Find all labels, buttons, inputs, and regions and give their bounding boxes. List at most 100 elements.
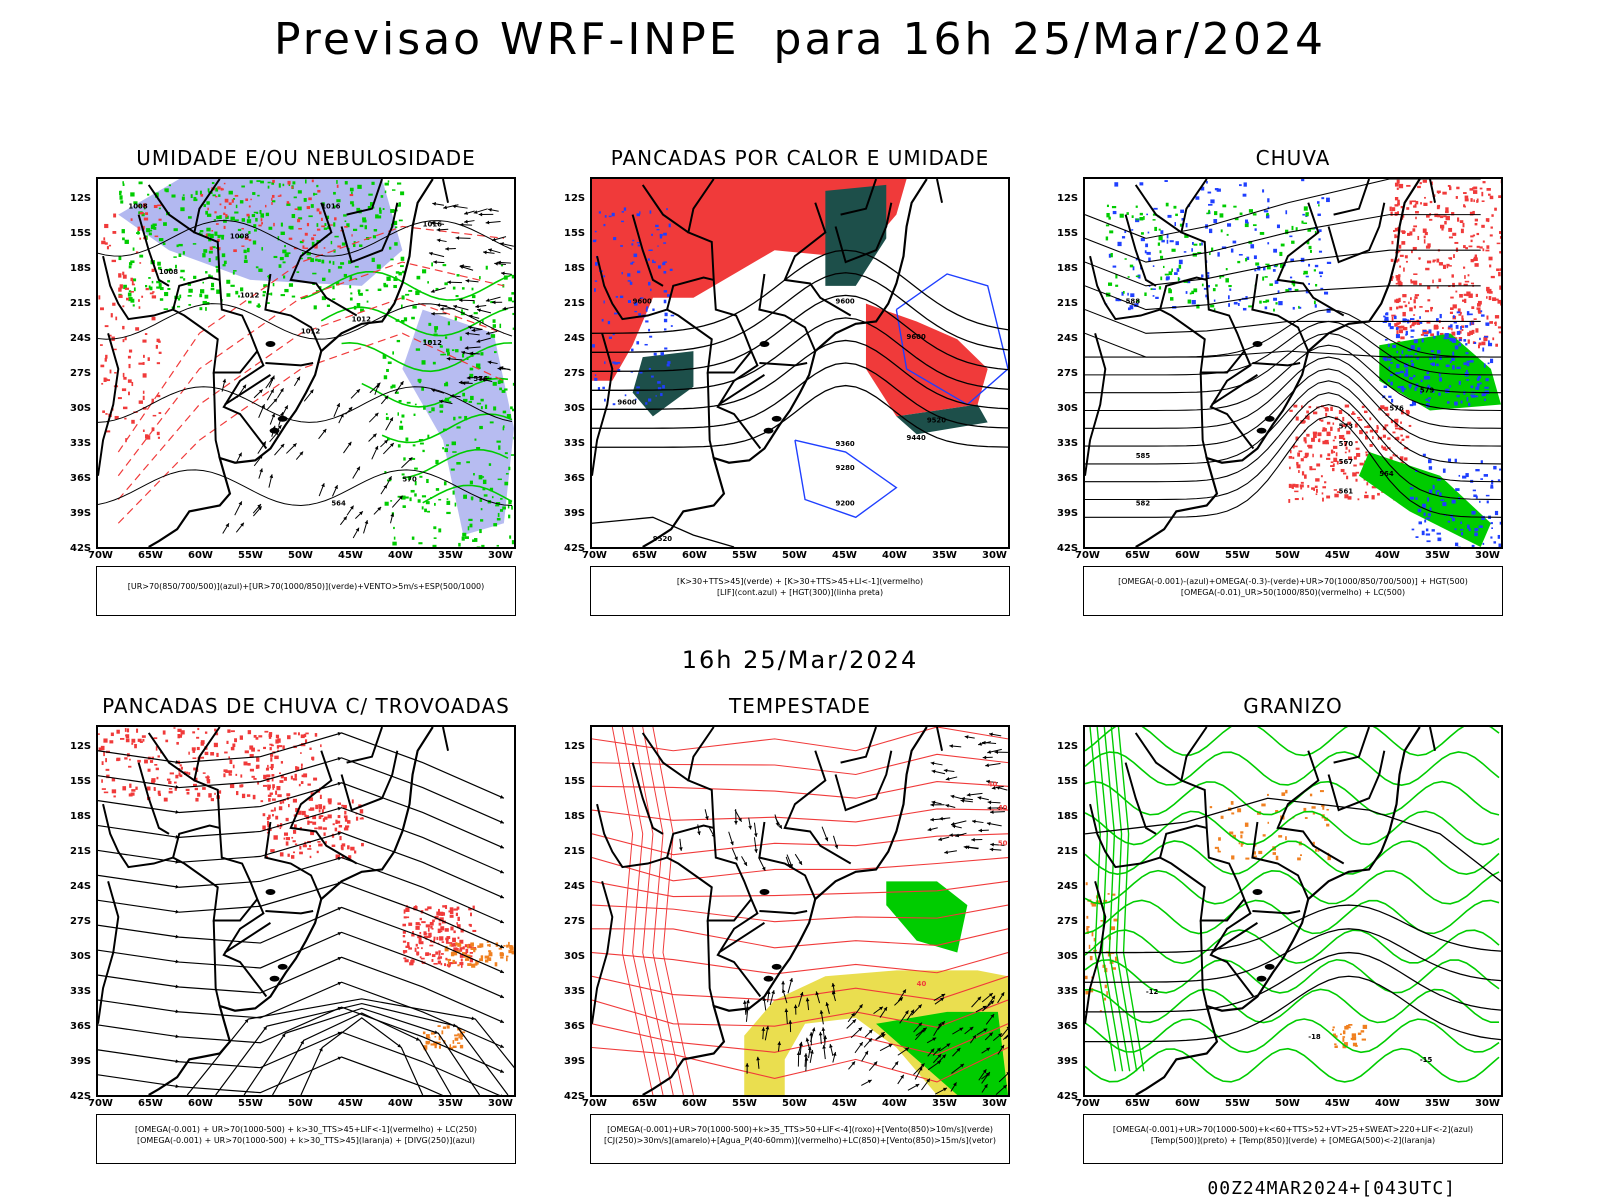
thickness-red-speckle (156, 362, 161, 365)
contour-label: 40 (917, 980, 927, 988)
humidity-low-speckle (491, 496, 494, 499)
storm-red-speckle (253, 734, 257, 738)
rain-red-speckle (1382, 446, 1387, 451)
lif-speckle (645, 320, 649, 323)
border-line (592, 881, 614, 1024)
wind-vector-head (436, 303, 441, 308)
omega-blue-speckle (1233, 301, 1238, 305)
humidity-low-speckle (455, 349, 459, 353)
storm-red-speckle (251, 747, 255, 752)
hgt500-contour (1085, 380, 1501, 465)
lon-tick-label: 45W (832, 1098, 857, 1109)
storm-red-speckle (249, 768, 255, 772)
humidity-low-speckle (448, 401, 452, 403)
thickness-red-speckle (123, 376, 127, 380)
humidity-low-speckle (411, 316, 415, 320)
storm-red-speckle (442, 905, 447, 908)
humidity-low-speckle (128, 290, 132, 293)
storm-red-speckle (146, 786, 151, 791)
thickness-red-speckle (302, 245, 305, 249)
storm-red-speckle (440, 926, 445, 931)
lon-tick-label: 65W (1125, 1098, 1150, 1109)
wind-vector-head (977, 796, 982, 800)
contour-label: 1012 (240, 292, 259, 300)
humidity-low-speckle (167, 280, 171, 283)
omega-green-speckle (1266, 212, 1269, 216)
rain-red-speckle (1330, 465, 1335, 467)
border-line (1158, 824, 1246, 922)
thickness-red-speckle (117, 397, 122, 400)
storm-red-speckle (309, 747, 312, 750)
wind-vector-head (222, 378, 227, 383)
lat-tick-label: 24S (564, 333, 586, 344)
omega-blue-speckle (1468, 528, 1471, 532)
thickness-red-speckle (101, 382, 104, 385)
humidity-low-speckle (244, 255, 247, 260)
omega-blue-speckle (1438, 372, 1441, 377)
rain-red-speckle (1409, 200, 1412, 205)
wind-vector-head (466, 375, 471, 380)
storm-red-speckle (438, 911, 444, 916)
rain-red-speckle (1317, 432, 1322, 437)
storm-orange-speckle (425, 1040, 430, 1045)
humidity-low-speckle (293, 196, 297, 199)
storm-red-speckle (292, 840, 296, 843)
storm-red-speckle (131, 789, 136, 792)
omega-blue-speckle (1474, 528, 1478, 532)
rain-red-speckle (1295, 436, 1299, 441)
wind-vector-head (900, 1074, 904, 1079)
storm-red-speckle (196, 736, 200, 739)
wind-vector-head (464, 211, 469, 215)
rain-red-speckle (1406, 207, 1410, 210)
wind-vector-head (950, 794, 955, 799)
humidity-low-speckle (511, 300, 514, 303)
storm-orange-speckle (433, 1041, 438, 1046)
thickness-red-speckle (272, 179, 275, 183)
thickness-red-speckle (320, 217, 323, 222)
humidity-low-speckle (204, 294, 209, 299)
humidity-low-speckle (119, 190, 122, 196)
humidity-low-speckle (228, 190, 233, 195)
rain-red-speckle (1344, 494, 1349, 499)
omega-green-speckle (1171, 268, 1173, 272)
lif-speckle (667, 294, 671, 297)
humidity-low-speckle (344, 220, 347, 222)
storm-red-speckle (350, 846, 355, 851)
humidity-low-speckle (375, 214, 379, 219)
omega-blue-speckle (1148, 285, 1151, 287)
omega-green-speckle (1201, 283, 1204, 287)
humidity-low-speckle (344, 181, 348, 185)
storm-red-speckle (210, 752, 215, 756)
omega-blue-speckle (1392, 344, 1397, 349)
omega-blue-speckle (1208, 203, 1213, 206)
border-line (759, 362, 808, 367)
omega-blue-speckle (1479, 337, 1481, 341)
humidity-low-speckle (143, 207, 146, 210)
omega-blue-speckle (1174, 272, 1178, 275)
thickness-red-speckle (122, 406, 128, 410)
omega-blue-speckle (1246, 221, 1249, 225)
humidity-low-speckle (440, 353, 445, 356)
humidity-low-speckle (499, 378, 504, 384)
humidity-low-speckle (386, 437, 390, 441)
storm-red-speckle (344, 825, 350, 828)
humidity-low-speckle (393, 284, 397, 289)
omega-blue-speckle (1458, 474, 1461, 477)
omega-green-speckle (1144, 292, 1147, 297)
humidity-low-speckle (477, 367, 481, 370)
humidity-low-speckle (158, 207, 161, 210)
omega-blue-speckle (1205, 294, 1209, 298)
wind-vector-head (467, 325, 472, 330)
humidity-low-speckle (432, 544, 437, 547)
storm-red-speckle (303, 733, 307, 738)
humidity-low-speckle (322, 277, 326, 282)
storm-red-speckle (177, 728, 182, 732)
omega500-orange-speckle (1214, 846, 1219, 849)
storm-red-speckle (285, 817, 289, 822)
lon-tick-label: 45W (1325, 1098, 1350, 1109)
thickness-red-speckle (106, 379, 111, 382)
omega-blue-speckle (1429, 507, 1432, 512)
rain-red-speckle (1398, 427, 1404, 431)
humidity-low-speckle (512, 312, 514, 316)
lif-speckle (594, 280, 598, 282)
